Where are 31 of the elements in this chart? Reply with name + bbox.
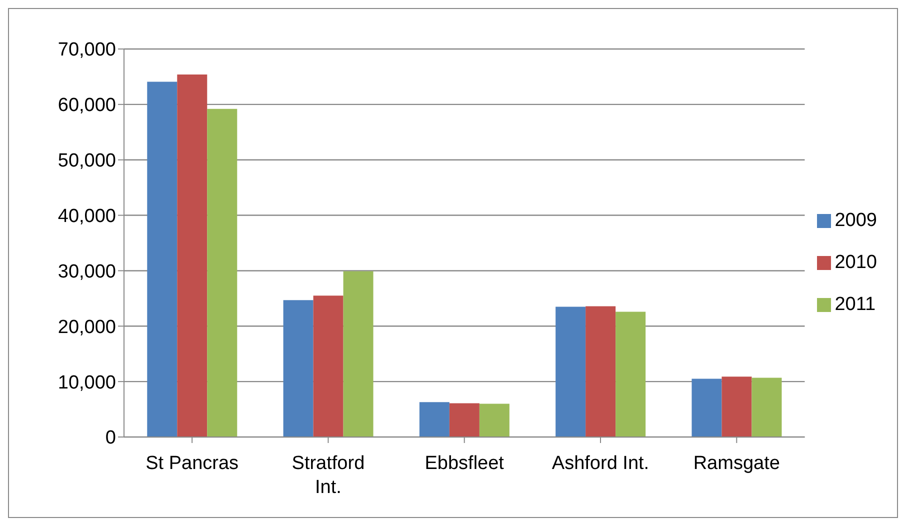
bar <box>752 378 782 437</box>
x-tick-label: St Pancras <box>146 453 239 474</box>
x-tick-label: Ashford Int. <box>552 453 650 474</box>
y-tick-label: 20,000 <box>58 316 116 338</box>
bar <box>177 74 208 437</box>
bar <box>313 296 344 437</box>
bar <box>449 403 480 437</box>
y-tick-label: 40,000 <box>58 206 116 228</box>
bar <box>722 376 752 437</box>
bar <box>283 300 314 437</box>
bar <box>556 306 586 437</box>
bar <box>586 306 616 437</box>
x-tick-label: Stratford Int. <box>292 453 365 498</box>
y-tick-label: 30,000 <box>58 261 116 282</box>
bar <box>692 378 722 437</box>
y-tick-label: 50,000 <box>58 150 116 172</box>
y-tick-label: 0 <box>105 428 116 449</box>
y-tick-label: 60,000 <box>58 95 116 116</box>
bar <box>343 271 374 437</box>
legend-label: 2010 <box>834 252 877 273</box>
y-tick-label: 10,000 <box>58 372 116 394</box>
legend-label: 2009 <box>834 210 877 231</box>
y-tick-label: 70,000 <box>58 40 116 61</box>
x-tick-label: Ebbsfleet <box>424 453 505 474</box>
bar <box>207 108 238 437</box>
bar <box>479 404 510 437</box>
bar <box>419 402 450 437</box>
legend-label: 2011 <box>834 294 876 315</box>
x-tick-label: Ramsgate <box>693 453 780 474</box>
bar <box>147 82 178 437</box>
bar <box>616 312 646 437</box>
